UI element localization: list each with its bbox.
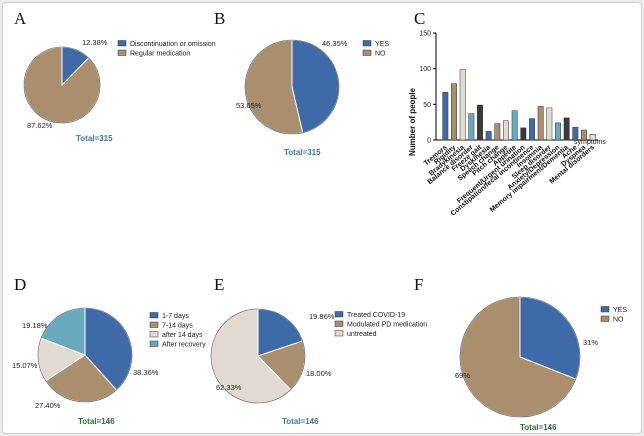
bar-anxiety-depression [555, 122, 561, 141]
bar-constipation-fecal-incontinence [529, 118, 535, 141]
legend-swatch [149, 331, 159, 338]
legend-b: YES NO [362, 40, 389, 58]
legend-swatch [117, 49, 127, 56]
pie-data-label: 31% [583, 338, 598, 347]
pie-chart-e: 19.86% 18.00% 62.33% Treated COVID-19 Modula… [210, 308, 427, 404]
total-f: Total=146 [520, 423, 557, 432]
legend-entry: untreated [347, 331, 377, 338]
pie-data-label: 46.35% [322, 39, 348, 48]
pie-data-label: 18.00% [306, 369, 332, 378]
legend-swatch [600, 306, 610, 313]
bar-bradykinesia [459, 69, 466, 141]
c-x-axis-label: symptoms [574, 139, 606, 146]
legend-entry: After recovery [162, 342, 206, 349]
total-d: Total=146 [78, 417, 115, 426]
legend-entry: after 14 days [162, 332, 203, 339]
legend-swatch [362, 40, 372, 47]
pie-outline [244, 39, 340, 135]
pie-chart-b: 46.35% 53.65% YES NO [236, 39, 389, 135]
c-y-tick-label: 0 [427, 138, 431, 145]
legend-swatch [149, 321, 159, 328]
pie-outline [210, 308, 306, 404]
c-y-tick-label: 100 [419, 66, 431, 73]
bar-frequent-urgent-urination [520, 127, 527, 141]
pie-chart-d: 38.36% 27.40% 15.07% 19.18% 1-7 days 7-14 day… [12, 307, 206, 410]
pie-data-label: 53.65% [236, 101, 262, 110]
bar-chart-c: 050100150TremorsRigidityBradykinesiaBala… [419, 31, 598, 218]
pie-data-label: 19.86% [309, 312, 335, 321]
legend-entry: YES [613, 307, 627, 314]
bar-ache [572, 126, 579, 141]
total-b: Total=315 [284, 148, 321, 157]
c-y-tick-label: 150 [419, 31, 431, 38]
pie-chart-a: 12.38% 87.62% Discontinuation or omission R… [23, 38, 216, 130]
legend-a: Discontinuation or omission Regular medic… [117, 40, 216, 58]
bar-freeze-gait [477, 104, 483, 141]
pie-data-label: 38.36% [133, 368, 159, 377]
panel-label-b: B [214, 9, 225, 28]
c-y-tick-label: 50 [423, 102, 431, 109]
bar-rigidity [451, 83, 457, 141]
panel-label-f: F [414, 275, 423, 294]
legend-f: YES NO [600, 306, 627, 324]
legend-swatch [149, 340, 159, 347]
bar-dyspnea [581, 129, 587, 141]
panel-label-a: A [14, 9, 27, 28]
pie-outline [23, 46, 101, 124]
pie-data-label: 19.18% [22, 321, 48, 330]
bar-balance-disorder [468, 113, 475, 141]
pie-outline [459, 296, 581, 418]
pie-data-label: 15.07% [12, 361, 38, 370]
pie-data-label: 62.33% [216, 383, 242, 392]
legend-d: 1-7 days 7-14 days after 14 days After reco… [149, 312, 206, 349]
legend-entry: Regular medication [130, 51, 190, 58]
bar-appetite [511, 110, 518, 141]
legend-entry: NO [375, 51, 386, 58]
bar-memory-impairment-dementia [563, 117, 570, 141]
legend-swatch [117, 40, 127, 47]
bar-dyskinesia [485, 131, 492, 141]
bar-insomnia [537, 106, 544, 141]
legend-entry: NO [613, 317, 624, 324]
panel-c-chart: Number of people symptoms [408, 87, 606, 156]
bar-tremors [442, 91, 449, 141]
legend-swatch [600, 315, 610, 322]
legend-swatch [334, 320, 344, 327]
pie-outline [37, 307, 133, 403]
legend-swatch [334, 311, 344, 318]
bar-sleep-disorder [546, 107, 553, 141]
pie-data-label: 87.62% [27, 121, 53, 130]
legend-entry: YES [375, 41, 389, 48]
legend-entry: 1-7 days [162, 313, 189, 320]
legend-entry: Treated COVID-19 [347, 312, 405, 319]
panel-label-c: C [414, 9, 425, 28]
total-e: Total=146 [282, 417, 319, 426]
legend-entry: 7-14 days [162, 323, 193, 330]
bar-speech-change [494, 123, 501, 141]
pie-data-label: 27.40% [35, 401, 61, 410]
pie-slice-regular-medication [23, 46, 101, 124]
legend-swatch [334, 330, 344, 337]
legend-swatch [149, 312, 159, 319]
panel-label-e: E [214, 275, 224, 294]
pie-data-label: 69% [455, 371, 470, 380]
legend-e: Treated COVID-19 Modulated PD medication u… [334, 311, 427, 338]
bar-pitch-change [503, 120, 509, 141]
legend-swatch [362, 49, 372, 56]
legend-entry: Modulated PD medication [347, 322, 427, 329]
panel-label-d: D [14, 275, 26, 294]
bar-mental-disorders [589, 134, 596, 141]
pie-data-label: 12.38% [82, 38, 108, 47]
total-a: Total=315 [76, 134, 113, 143]
legend-entry: Discontinuation or omission [130, 41, 216, 48]
pie-chart-f: 31% 69% YES NO [455, 296, 627, 418]
c-y-axis-label: Number of people [408, 87, 417, 156]
